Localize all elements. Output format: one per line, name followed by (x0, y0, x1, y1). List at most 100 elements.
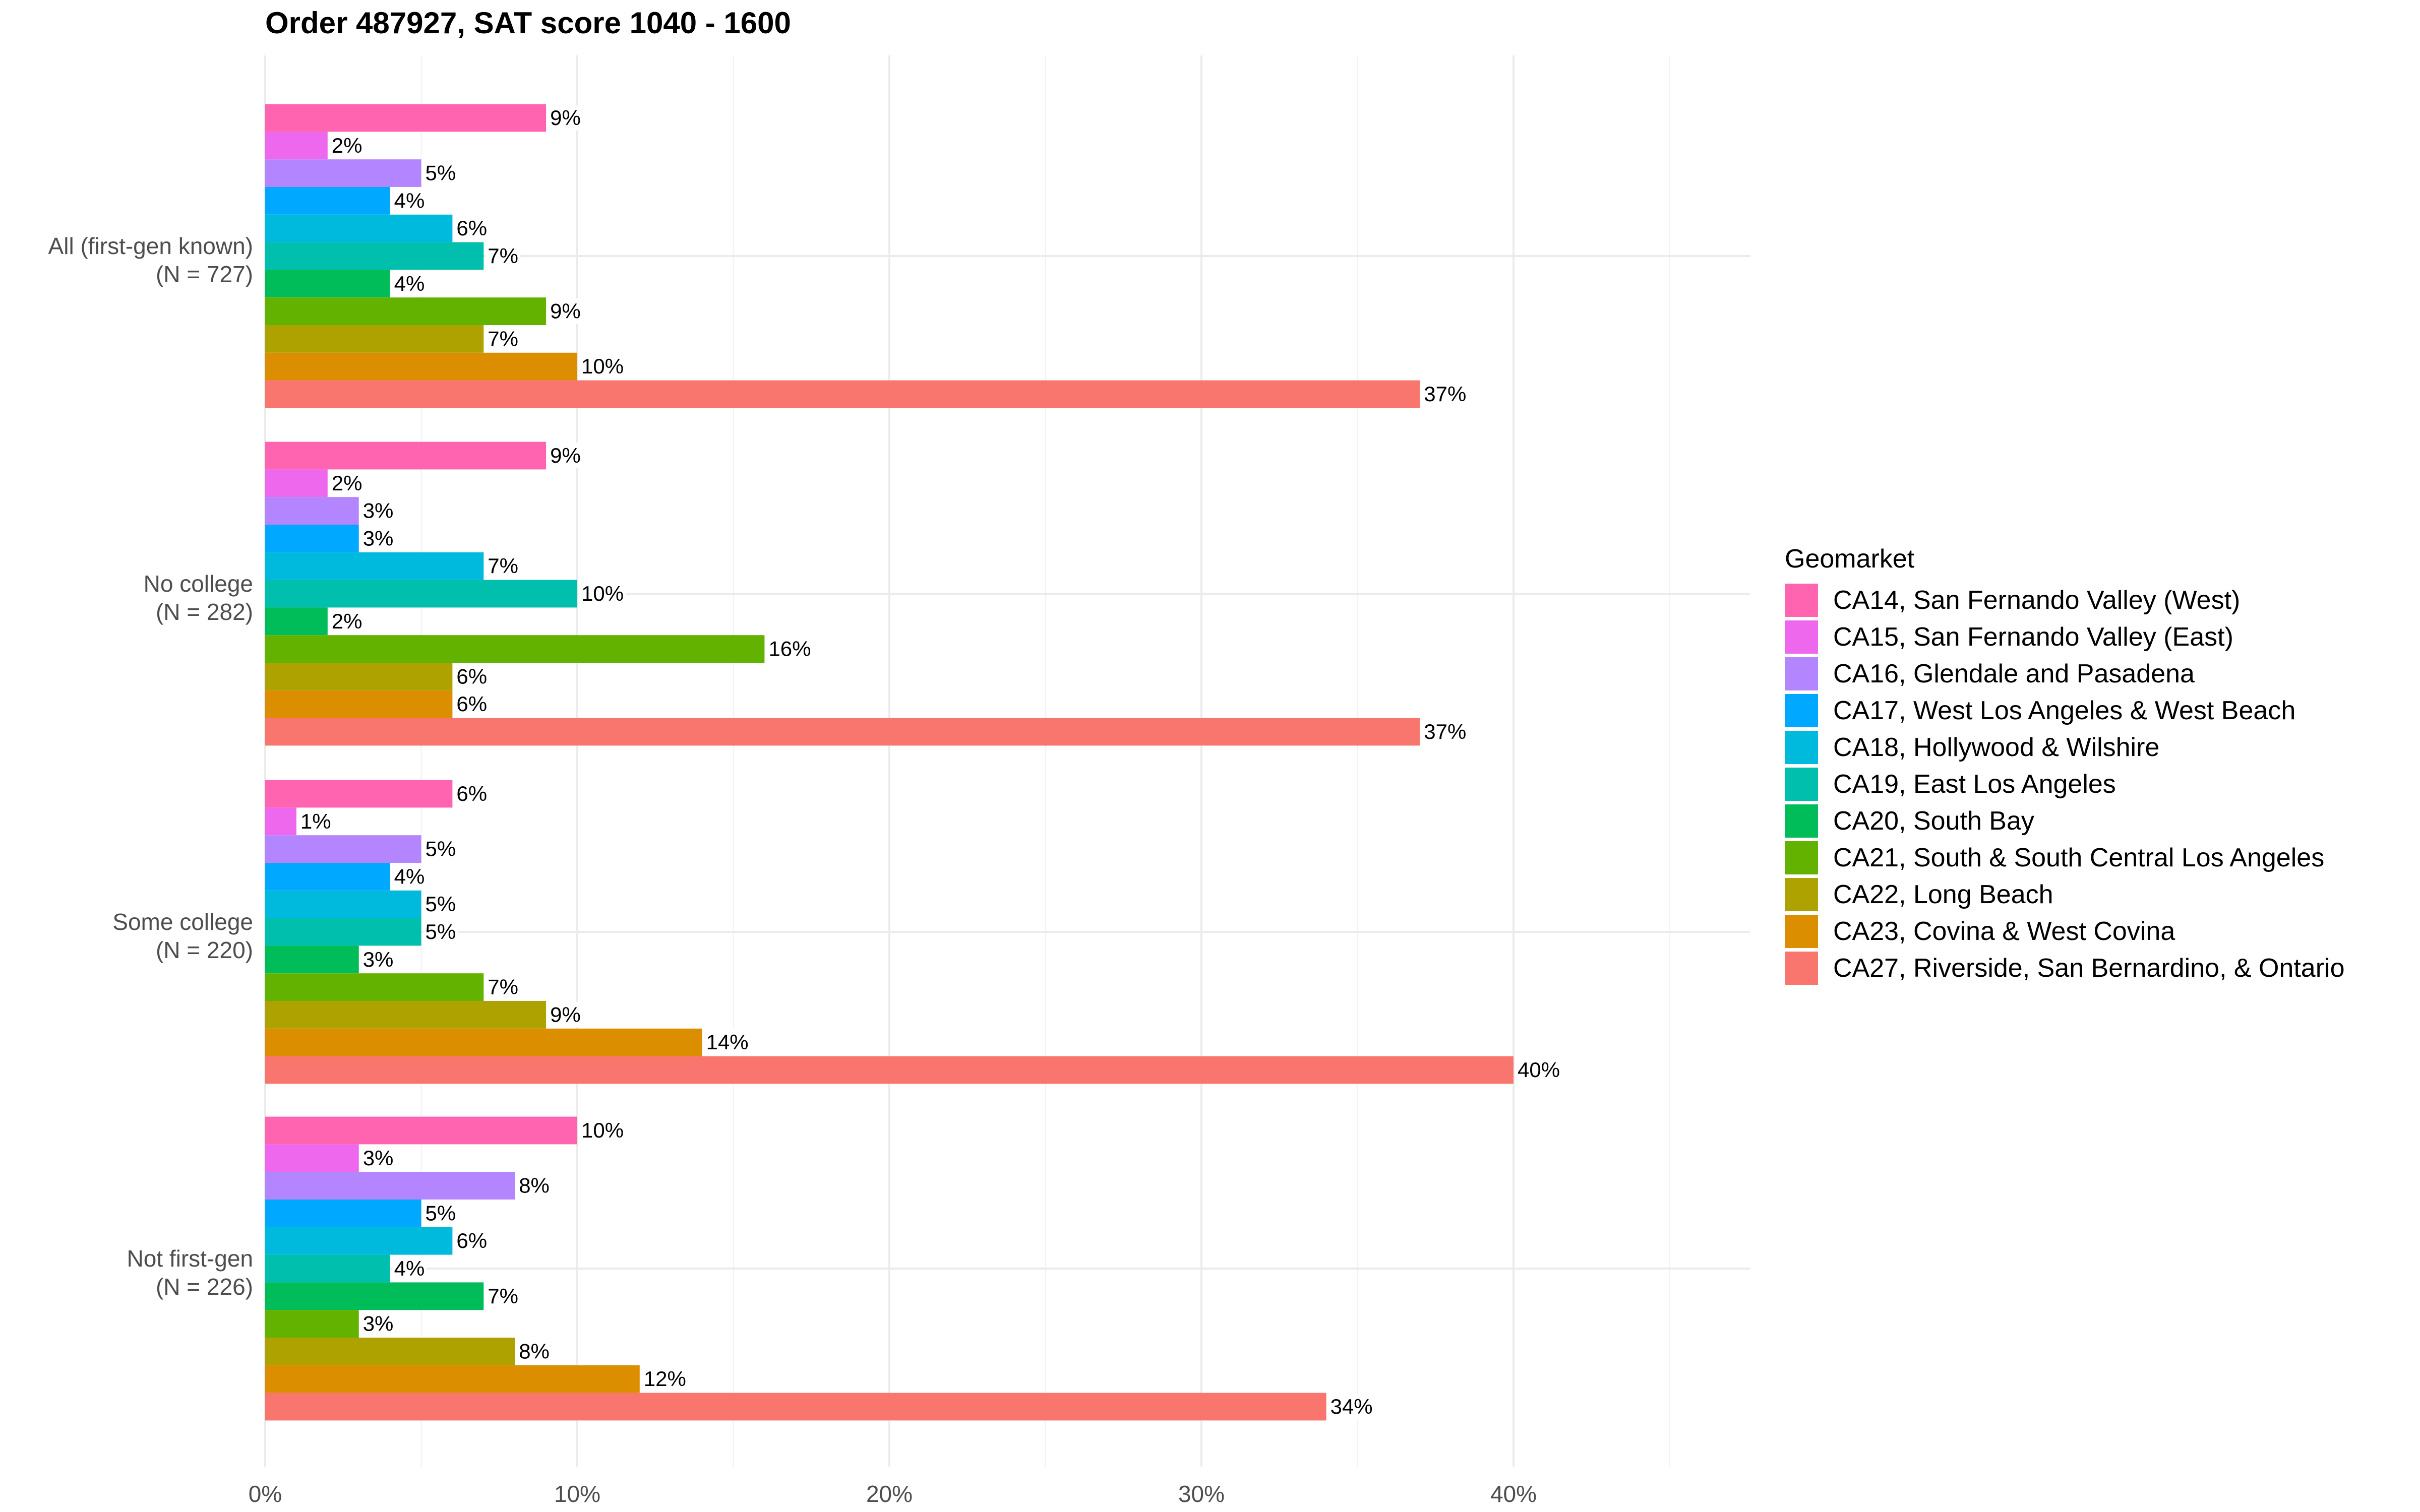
bar (265, 1365, 640, 1393)
legend-swatch (1785, 768, 1818, 801)
legend-label: CA14, San Fernando Valley (West) (1833, 586, 2240, 615)
bar (265, 1227, 453, 1255)
data-label: 16% (768, 637, 811, 661)
legend-label: CA19, East Los Angeles (1833, 770, 2116, 799)
bar (265, 352, 577, 381)
legend-swatch (1785, 620, 1818, 654)
x-tick-label: 30% (1178, 1481, 1225, 1507)
data-label-background (454, 781, 490, 806)
data-label-background (454, 691, 490, 717)
data-label: 6% (456, 1229, 487, 1252)
bar (265, 1338, 515, 1365)
data-label: 8% (519, 1339, 550, 1363)
y-tick-label-line: All (first-gen known) (48, 233, 253, 259)
data-label-background (517, 1172, 552, 1199)
y-tick-label-line: (N = 226) (156, 1274, 253, 1300)
data-label-background (766, 636, 813, 662)
x-tick-label: 10% (554, 1481, 600, 1507)
bar (265, 780, 453, 808)
legend-label: CA18, Hollywood & Wilshire (1833, 733, 2159, 762)
bar (265, 607, 328, 636)
data-label-background (423, 919, 458, 944)
bar (265, 1200, 421, 1227)
data-label: 7% (488, 327, 518, 350)
bar (265, 863, 390, 891)
y-tick-label-line: (N = 727) (156, 261, 253, 287)
bar (265, 525, 359, 552)
bar (265, 297, 547, 325)
legend-swatch (1785, 915, 1818, 948)
data-label: 14% (706, 1030, 749, 1054)
bar (265, 635, 765, 663)
legend-label: CA20, South Bay (1833, 806, 2034, 836)
bar (265, 946, 359, 974)
data-label-background (329, 608, 365, 634)
legend-swatch (1785, 804, 1818, 838)
data-label: 8% (519, 1174, 550, 1198)
data-label-background (423, 1200, 458, 1226)
data-label: 37% (1424, 720, 1466, 743)
bar (265, 718, 1420, 746)
data-label-background (548, 1001, 583, 1028)
data-label-background (579, 581, 626, 606)
data-label: 3% (363, 526, 394, 550)
bar (265, 690, 453, 718)
data-label-background (360, 525, 396, 551)
data-label-background (298, 808, 333, 834)
data-label: 7% (488, 975, 518, 999)
data-label: 4% (394, 1256, 425, 1280)
data-label-background (392, 1255, 427, 1281)
legend: Geomarket CA14, San Fernando Valley (Wes… (1785, 544, 2345, 985)
data-label-background (360, 497, 396, 524)
data-labels: 9%2%5%4%6%7%4%9%7%10%37%9%2%3%3%7%10%2%1… (298, 105, 1562, 1419)
y-axis: All (first-gen known) (N = 727) No college… (48, 233, 253, 1300)
data-label: 2% (332, 609, 362, 633)
data-label-background (423, 891, 458, 917)
data-label-background (454, 1228, 490, 1254)
data-label: 9% (550, 299, 581, 323)
bars (265, 104, 1514, 1421)
bar (265, 663, 453, 690)
data-label-background (579, 1117, 626, 1143)
bar (265, 187, 390, 215)
bar (265, 890, 421, 918)
data-label: 34% (1330, 1395, 1373, 1418)
data-label-background (641, 1366, 688, 1392)
y-tick-label-line: No college (144, 571, 253, 597)
data-label: 3% (363, 948, 394, 971)
data-label-background (548, 298, 583, 324)
legend-swatch (1785, 731, 1818, 764)
data-label-background (392, 270, 427, 296)
data-label: 2% (332, 471, 362, 495)
bar (265, 1144, 359, 1172)
bar (265, 973, 484, 1001)
bar (265, 807, 296, 836)
data-label: 7% (488, 554, 518, 578)
bar (265, 132, 328, 160)
gridlines (264, 55, 1750, 1467)
data-label-background (360, 1145, 396, 1171)
data-label-background (329, 132, 365, 158)
bar (265, 104, 547, 132)
data-label: 12% (644, 1367, 686, 1391)
data-label: 5% (426, 837, 456, 861)
data-label-background (548, 443, 583, 468)
data-label-background (1422, 719, 1469, 744)
bar (265, 1172, 515, 1200)
y-tick-label-line: Some college (112, 909, 253, 935)
data-label: 6% (456, 216, 487, 240)
data-label: 3% (363, 1146, 394, 1170)
bar (265, 580, 577, 608)
data-label: 5% (426, 1201, 456, 1225)
data-label-background (548, 105, 583, 131)
data-label: 3% (363, 1312, 394, 1336)
data-label: 37% (1424, 382, 1466, 406)
data-label-background (392, 863, 427, 890)
bar (265, 835, 421, 863)
x-axis: 0% 10% 20% 30% 40% (249, 1481, 1537, 1507)
data-label: 10% (581, 582, 624, 605)
data-label-background (579, 353, 626, 380)
data-label: 4% (394, 188, 425, 212)
bar (265, 159, 421, 187)
legend-label: CA23, Covina & West Covina (1833, 917, 2175, 946)
